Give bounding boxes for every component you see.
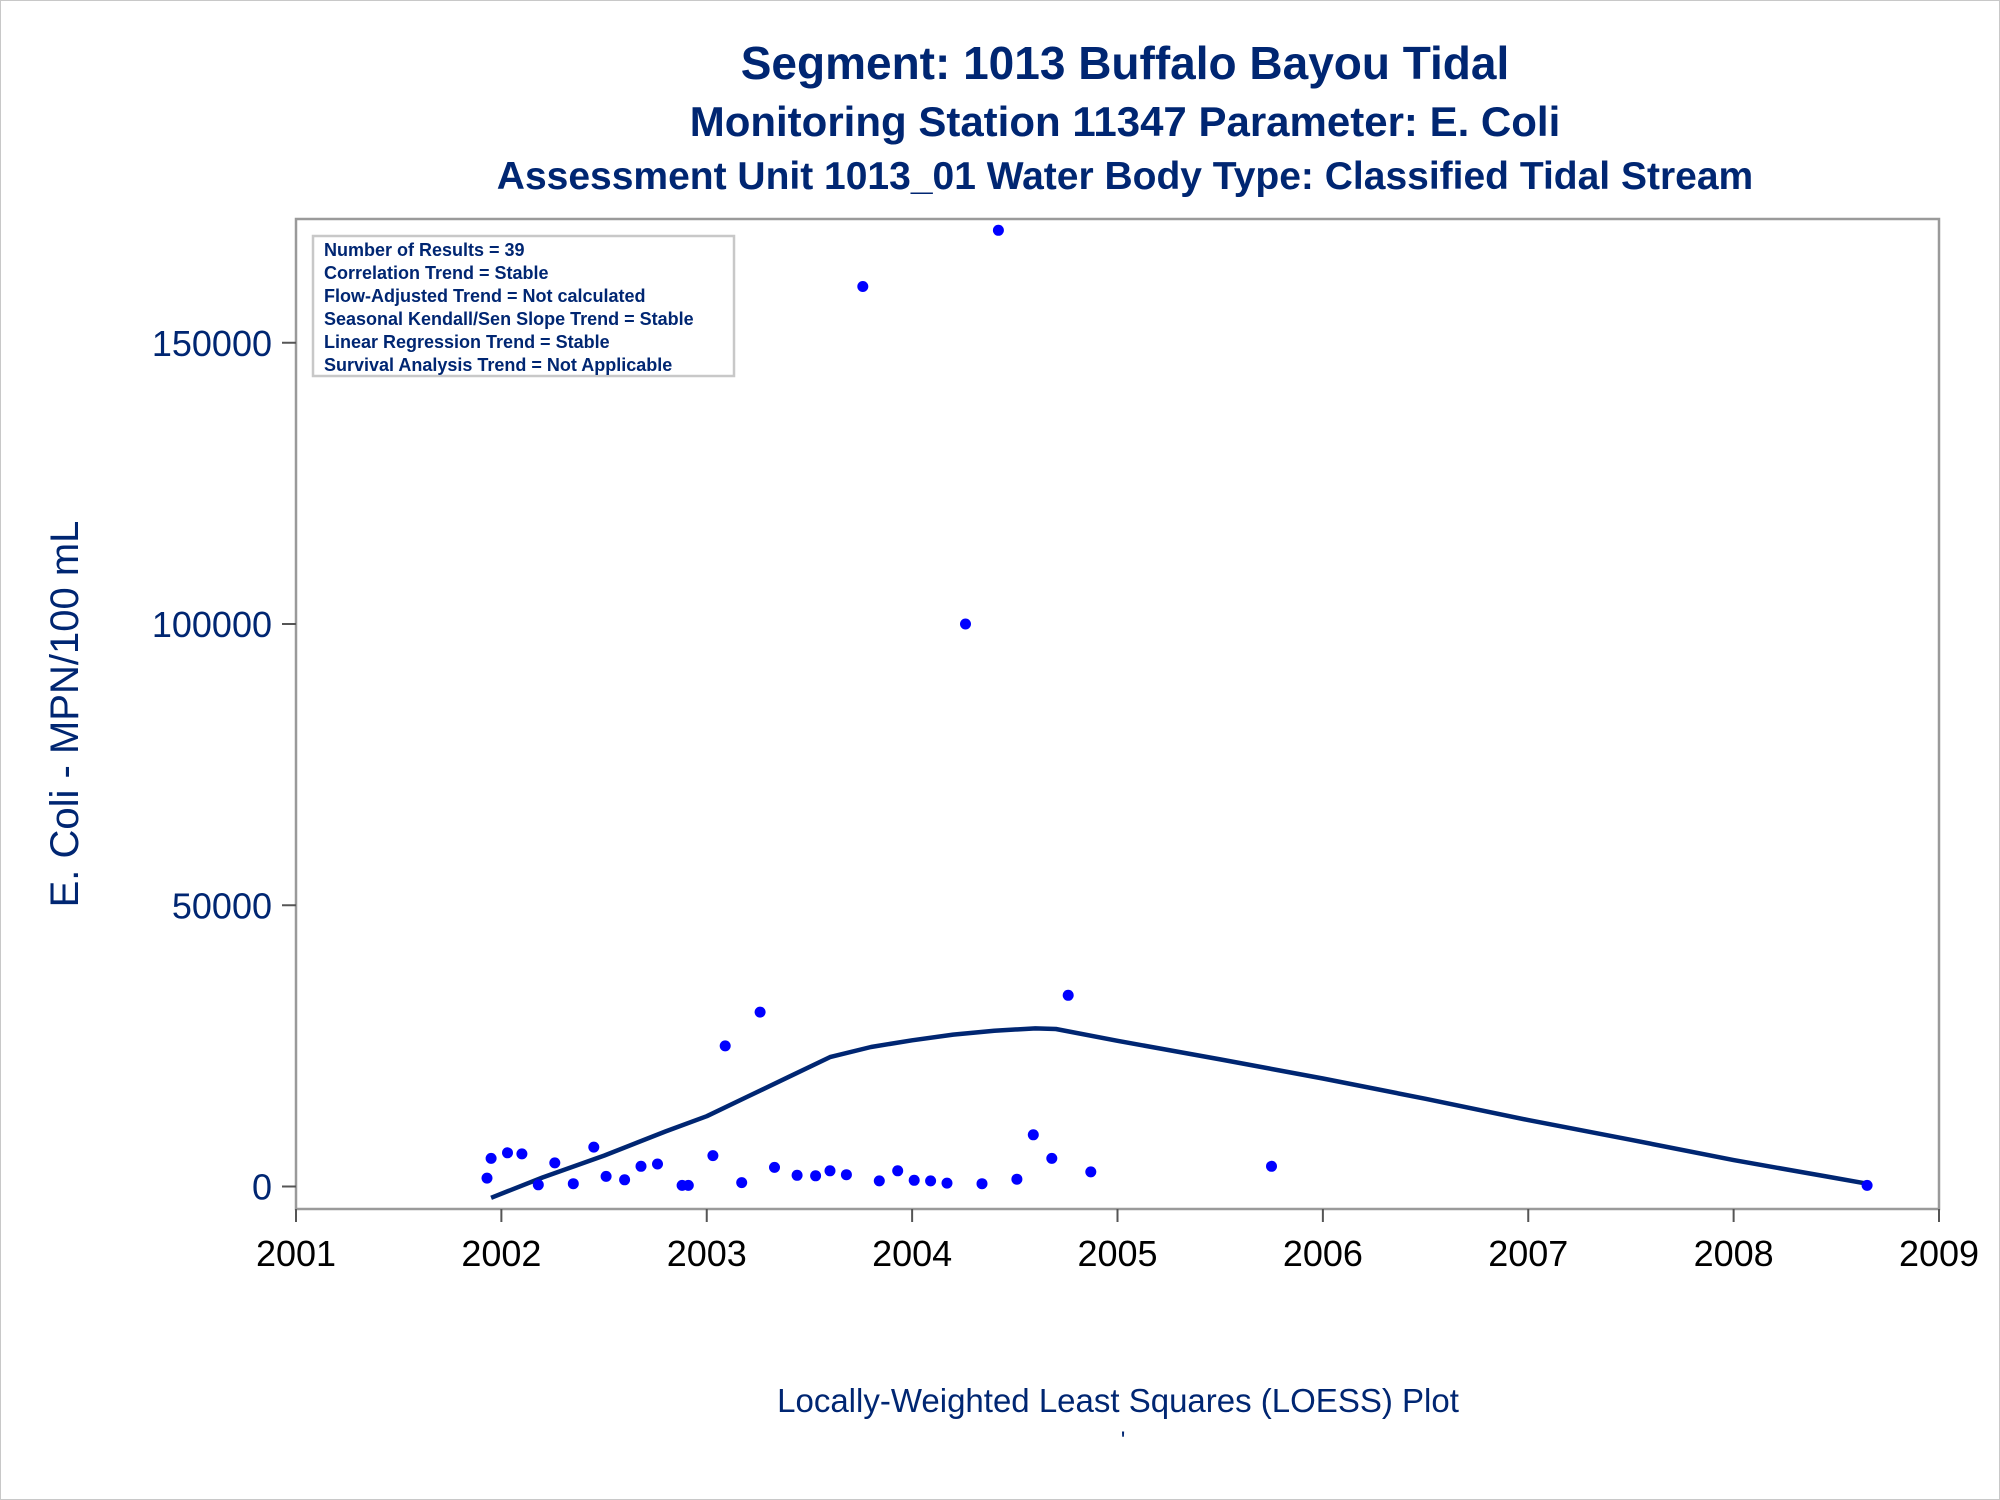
y-tick-label: 100000 bbox=[152, 604, 272, 645]
x-tick-label: 2008 bbox=[1694, 1233, 1774, 1274]
chart-title: Segment: 1013 Buffalo Bayou Tidal bbox=[740, 37, 1510, 89]
y-tick-label: 50000 bbox=[172, 885, 272, 926]
data-point bbox=[769, 1161, 780, 1173]
data-point bbox=[707, 1150, 719, 1162]
stats-line: Survival Analysis Trend = Not Applicable bbox=[324, 355, 672, 375]
footnote: ' bbox=[1121, 1427, 1126, 1454]
x-tick-label: 2007 bbox=[1488, 1233, 1568, 1274]
y-tick-label: 150000 bbox=[152, 323, 272, 364]
stats-line: Seasonal Kendall/Sen Slope Trend = Stabl… bbox=[324, 309, 694, 329]
data-point bbox=[1046, 1152, 1058, 1164]
x-tick-label: 2009 bbox=[1899, 1233, 1979, 1274]
stats-line: Linear Regression Trend = Stable bbox=[324, 332, 610, 352]
data-point bbox=[481, 1172, 493, 1184]
stats-box: Number of Results = 39 Correlation Trend … bbox=[311, 234, 736, 378]
data-point bbox=[824, 1165, 836, 1177]
chart-subtitle-assessment: Assessment Unit 1013_01 Water Body Type:… bbox=[496, 155, 1754, 198]
data-point bbox=[485, 1152, 497, 1164]
data-point bbox=[719, 1040, 731, 1052]
data-point bbox=[532, 1179, 544, 1191]
data-point bbox=[1027, 1129, 1039, 1141]
data-point bbox=[588, 1141, 600, 1153]
stats-line: Number of Results = 39 bbox=[324, 240, 525, 260]
data-point bbox=[840, 1169, 852, 1181]
data-point bbox=[682, 1179, 694, 1191]
x-tick-label: 2004 bbox=[872, 1233, 952, 1274]
data-point bbox=[1861, 1179, 1873, 1191]
data-point bbox=[600, 1170, 612, 1182]
chart-subtitle-station: Monitoring Station 11347 Parameter: E. C… bbox=[689, 98, 1561, 145]
data-point bbox=[925, 1175, 937, 1187]
x-tick-label: 2001 bbox=[256, 1233, 336, 1274]
data-point bbox=[791, 1169, 803, 1181]
data-point bbox=[1062, 989, 1074, 1001]
stats-line: Flow-Adjusted Trend = Not calculated bbox=[324, 286, 646, 306]
data-point bbox=[857, 281, 869, 292]
x-tick-label: 2003 bbox=[667, 1233, 747, 1274]
data-point bbox=[1085, 1166, 1097, 1178]
data-point bbox=[1266, 1160, 1277, 1172]
data-point bbox=[908, 1174, 920, 1186]
data-point bbox=[960, 618, 971, 630]
y-tick-label: 0 bbox=[252, 1167, 272, 1208]
x-tick-label: 2006 bbox=[1283, 1233, 1363, 1274]
data-point bbox=[992, 224, 1004, 236]
data-point bbox=[1011, 1173, 1023, 1185]
x-tick-label: 2002 bbox=[461, 1233, 541, 1274]
data-point bbox=[810, 1170, 822, 1182]
data-point bbox=[567, 1178, 579, 1190]
data-point bbox=[892, 1165, 904, 1177]
data-point bbox=[976, 1178, 988, 1190]
x-axis-label: Locally-Weighted Least Squares (LOESS) P… bbox=[777, 1382, 1459, 1419]
stats-line: Correlation Trend = Stable bbox=[324, 263, 549, 283]
y-axis-label: E. Coli - MPN/100 mL bbox=[43, 521, 87, 908]
data-point bbox=[736, 1177, 748, 1189]
data-point bbox=[549, 1157, 561, 1169]
data-point bbox=[635, 1160, 647, 1172]
x-tick-label: 2005 bbox=[1077, 1233, 1157, 1274]
data-point bbox=[619, 1174, 631, 1186]
data-point bbox=[652, 1158, 663, 1170]
stats-box-border bbox=[311, 234, 736, 378]
data-point bbox=[516, 1148, 528, 1160]
data-point bbox=[754, 1006, 766, 1018]
data-point bbox=[502, 1147, 513, 1159]
data-point bbox=[873, 1175, 885, 1187]
data-point bbox=[941, 1177, 953, 1189]
loess-curve bbox=[490, 1026, 1868, 1200]
